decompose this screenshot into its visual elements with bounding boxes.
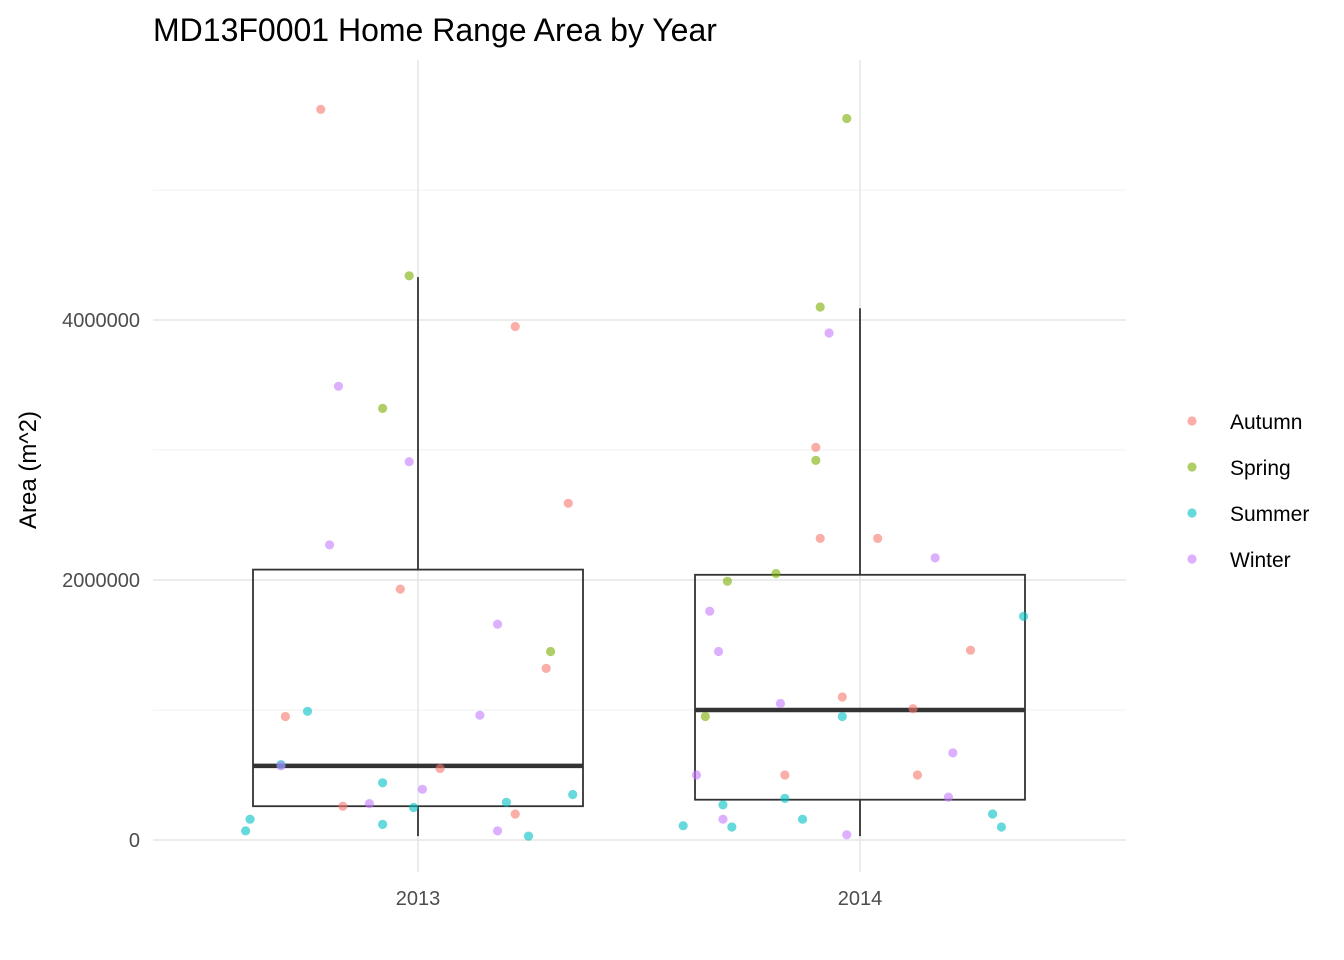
y-tick-label: 4000000 — [62, 310, 140, 332]
data-point — [404, 271, 414, 281]
data-point — [943, 792, 954, 802]
data-point — [811, 455, 821, 465]
data-point — [245, 814, 255, 824]
chart-title: MD13F0001 Home Range Area by Year — [153, 12, 717, 48]
data-point — [408, 802, 419, 813]
data-point — [837, 711, 847, 722]
data-point — [722, 576, 733, 586]
data-point — [333, 381, 344, 391]
data-point — [417, 784, 428, 794]
data-point — [492, 826, 503, 836]
data-point — [338, 801, 348, 811]
data-point — [797, 814, 808, 824]
data-point — [948, 748, 958, 758]
data-point — [395, 584, 405, 594]
data-point — [280, 711, 290, 722]
data-point — [824, 328, 834, 338]
x-tick-label: 2013 — [396, 888, 441, 910]
data-points — [241, 104, 1029, 841]
legend-key — [1187, 554, 1197, 564]
y-tick-label: 0 — [129, 830, 140, 852]
data-point — [325, 540, 335, 550]
boxplots — [252, 277, 1026, 837]
data-point — [241, 826, 251, 836]
y-axis: 0 2000000 4000000 — [62, 310, 140, 852]
legend-label: Summer — [1230, 503, 1309, 526]
grid-lines — [153, 60, 1126, 872]
data-point — [501, 797, 511, 807]
data-point — [568, 789, 578, 800]
y-axis-title: Area (m^2) — [15, 411, 42, 529]
data-point — [718, 800, 728, 810]
y-tick-label: 2000000 — [62, 570, 140, 592]
data-point — [842, 830, 852, 840]
data-point — [775, 698, 786, 709]
legend-key — [1187, 416, 1197, 426]
data-point — [492, 619, 503, 629]
data-point — [811, 442, 821, 452]
data-point — [378, 819, 388, 830]
legend-label: Autumn — [1230, 411, 1302, 434]
data-point — [771, 568, 781, 579]
data-point — [718, 814, 728, 824]
data-point — [523, 831, 534, 841]
box-iqr — [694, 573, 1026, 801]
x-axis: 2013 2014 — [396, 888, 883, 910]
x-tick-label: 2014 — [838, 888, 883, 910]
data-point — [727, 822, 737, 832]
data-point — [908, 704, 918, 714]
series-spring — [378, 113, 852, 722]
data-point — [700, 711, 710, 722]
box-iqr — [252, 568, 584, 808]
data-point — [563, 498, 573, 508]
legend-key — [1187, 508, 1197, 518]
data-point — [837, 692, 847, 702]
data-point — [475, 710, 485, 720]
data-point — [404, 457, 414, 467]
data-point — [364, 799, 374, 809]
legend-key — [1187, 462, 1197, 472]
boxplot-2014 — [694, 308, 1026, 837]
legend-item-autumn: Autumn — [1187, 411, 1302, 434]
data-point — [678, 821, 688, 831]
data-point — [930, 553, 940, 563]
data-point — [510, 321, 520, 332]
data-point — [815, 302, 825, 312]
data-point — [1018, 611, 1029, 622]
data-point — [780, 793, 790, 804]
legend-label: Winter — [1230, 549, 1291, 572]
data-point — [912, 770, 923, 780]
data-point — [378, 778, 388, 788]
data-point — [705, 606, 715, 616]
legend: Autumn Spring Summer Winter — [1187, 411, 1309, 572]
legend-label: Spring — [1230, 457, 1291, 480]
boxplot-2013 — [252, 277, 584, 837]
data-point — [302, 706, 313, 716]
data-point — [378, 403, 388, 413]
data-point — [541, 663, 551, 674]
series-winter — [276, 328, 958, 840]
legend-item-winter: Winter — [1187, 549, 1291, 572]
data-point — [691, 770, 702, 780]
series-autumn — [280, 104, 976, 819]
data-point — [546, 646, 556, 657]
data-point — [873, 533, 883, 544]
data-point — [988, 809, 998, 819]
legend-item-summer: Summer — [1187, 503, 1309, 526]
data-point — [965, 645, 976, 655]
data-point — [435, 763, 445, 774]
data-point — [842, 113, 852, 124]
legend-item-spring: Spring — [1187, 457, 1291, 480]
data-point — [276, 761, 286, 771]
data-point — [780, 770, 790, 780]
data-point — [510, 809, 520, 819]
data-point — [316, 104, 326, 114]
data-point — [713, 646, 724, 657]
data-point — [815, 533, 825, 544]
data-point — [996, 822, 1007, 832]
